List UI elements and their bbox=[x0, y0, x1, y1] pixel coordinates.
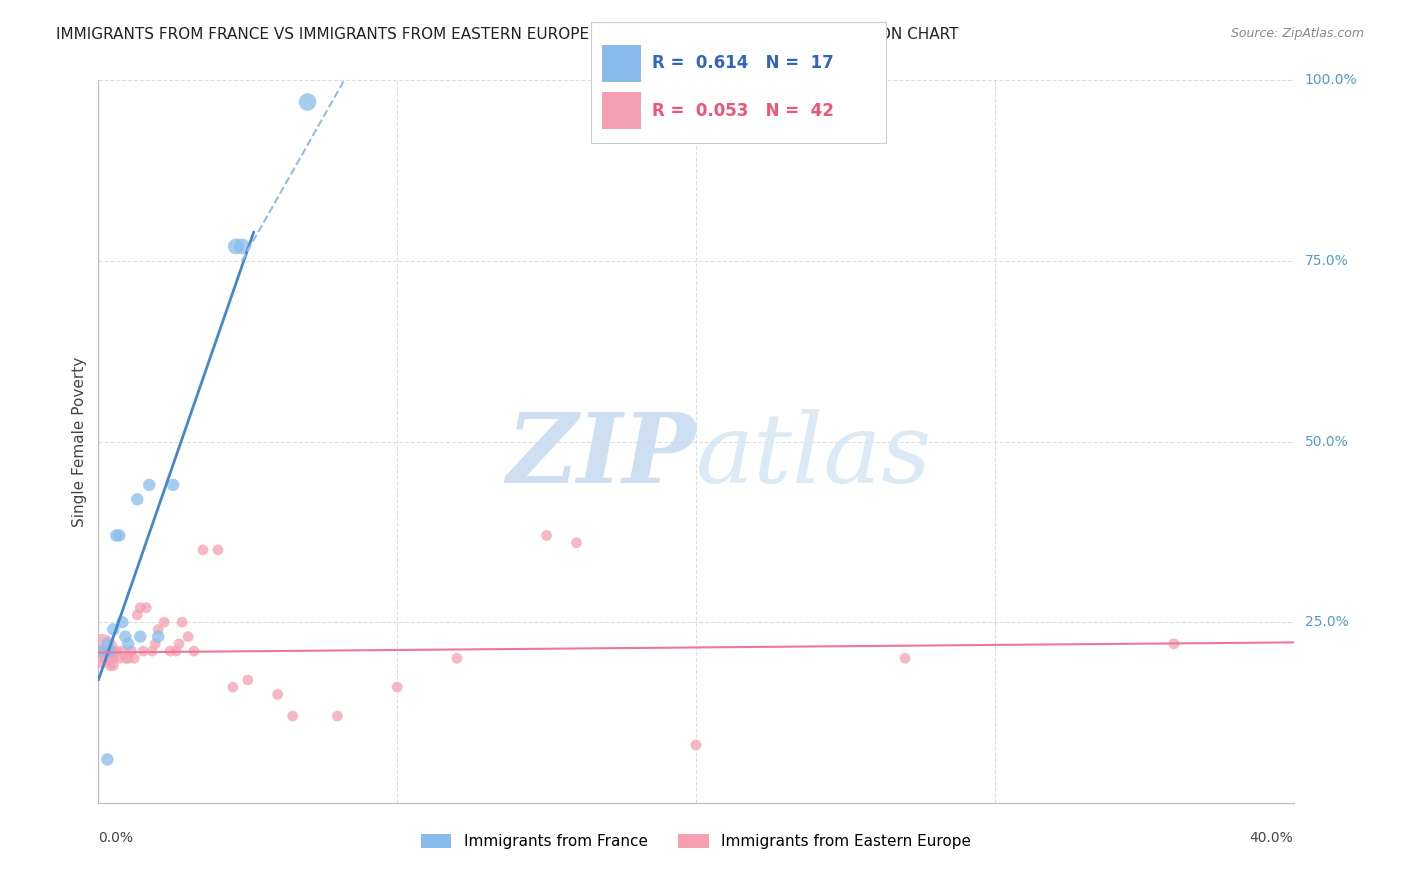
Text: R =  0.053   N =  42: R = 0.053 N = 42 bbox=[652, 102, 834, 120]
Point bbox=[103, 623, 125, 637]
Point bbox=[141, 644, 163, 658]
Point bbox=[297, 95, 319, 109]
Point bbox=[167, 637, 190, 651]
Point bbox=[236, 673, 259, 687]
Point bbox=[127, 607, 149, 622]
Point bbox=[117, 637, 139, 651]
Y-axis label: Single Female Poverty: Single Female Poverty bbox=[72, 357, 87, 526]
Point bbox=[565, 535, 588, 549]
Point bbox=[165, 644, 187, 658]
Point bbox=[96, 637, 118, 651]
Point bbox=[129, 630, 152, 644]
Point bbox=[108, 651, 131, 665]
Point bbox=[162, 478, 184, 492]
Point bbox=[183, 644, 205, 658]
Point bbox=[207, 542, 229, 557]
Point bbox=[103, 651, 125, 665]
Point bbox=[105, 644, 128, 658]
Point bbox=[120, 644, 142, 658]
Point bbox=[159, 644, 181, 658]
Point bbox=[1163, 637, 1185, 651]
Point bbox=[172, 615, 194, 630]
Point bbox=[446, 651, 468, 665]
Text: R =  0.614   N =  17: R = 0.614 N = 17 bbox=[652, 54, 834, 72]
Point bbox=[685, 738, 707, 752]
Point bbox=[231, 239, 253, 253]
Point bbox=[267, 687, 290, 701]
Point bbox=[138, 478, 160, 492]
Text: 100.0%: 100.0% bbox=[1305, 73, 1357, 87]
Point bbox=[281, 709, 304, 723]
Point bbox=[222, 680, 245, 694]
Point bbox=[103, 658, 125, 673]
Point bbox=[96, 752, 118, 766]
Point bbox=[98, 644, 122, 658]
Point bbox=[385, 680, 409, 694]
Point bbox=[148, 623, 170, 637]
Point bbox=[135, 600, 157, 615]
Point bbox=[105, 528, 128, 542]
Point bbox=[894, 651, 917, 665]
Point bbox=[127, 492, 149, 507]
Text: 50.0%: 50.0% bbox=[1305, 434, 1348, 449]
Point bbox=[129, 600, 152, 615]
Text: ZIP: ZIP bbox=[506, 409, 696, 503]
Text: atlas: atlas bbox=[696, 409, 932, 503]
Point bbox=[536, 528, 558, 542]
Point bbox=[124, 651, 146, 665]
Point bbox=[90, 644, 112, 658]
Text: IMMIGRANTS FROM FRANCE VS IMMIGRANTS FROM EASTERN EUROPE SINGLE FEMALE POVERTY C: IMMIGRANTS FROM FRANCE VS IMMIGRANTS FRO… bbox=[56, 27, 959, 42]
Point bbox=[177, 630, 200, 644]
Point bbox=[96, 651, 118, 665]
Point bbox=[132, 644, 155, 658]
Point bbox=[326, 709, 349, 723]
Point bbox=[93, 644, 115, 658]
Point bbox=[117, 651, 139, 665]
Text: Source: ZipAtlas.com: Source: ZipAtlas.com bbox=[1230, 27, 1364, 40]
Legend: Immigrants from France, Immigrants from Eastern Europe: Immigrants from France, Immigrants from … bbox=[413, 826, 979, 856]
Point bbox=[90, 644, 112, 658]
Point bbox=[108, 528, 131, 542]
Text: 75.0%: 75.0% bbox=[1305, 254, 1348, 268]
Text: 0.0%: 0.0% bbox=[98, 830, 134, 845]
Text: 25.0%: 25.0% bbox=[1305, 615, 1348, 629]
Point bbox=[111, 615, 134, 630]
Point bbox=[114, 630, 136, 644]
Point bbox=[191, 542, 214, 557]
Point bbox=[148, 630, 170, 644]
Point bbox=[93, 651, 115, 665]
Point bbox=[98, 658, 122, 673]
Point bbox=[114, 651, 136, 665]
Point bbox=[143, 637, 166, 651]
Text: 40.0%: 40.0% bbox=[1250, 830, 1294, 845]
Point bbox=[225, 239, 247, 253]
Point bbox=[111, 644, 134, 658]
Point bbox=[153, 615, 176, 630]
